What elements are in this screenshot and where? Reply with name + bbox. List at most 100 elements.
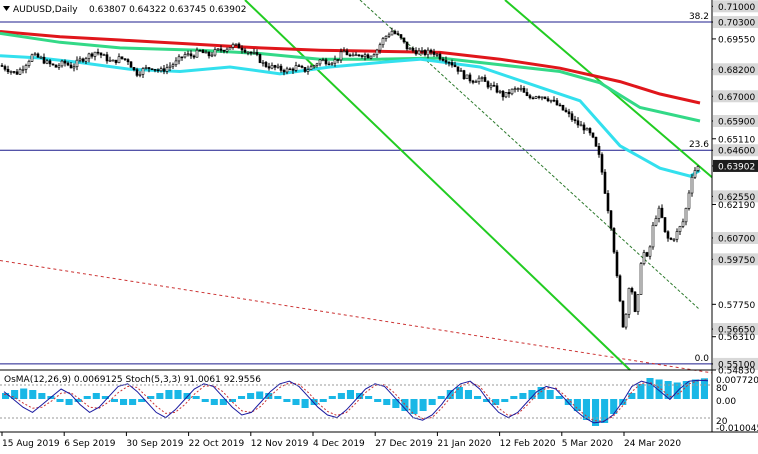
candle-body xyxy=(627,288,631,315)
price-tick-label: 0.56310 xyxy=(718,333,755,343)
candle xyxy=(615,249,619,278)
candle-body xyxy=(492,84,496,87)
stoch-main-line xyxy=(3,379,709,424)
candle xyxy=(387,32,391,39)
candle xyxy=(522,85,526,93)
candle xyxy=(579,120,583,127)
candle xyxy=(678,225,682,236)
osma-bar xyxy=(483,399,491,402)
candle-body xyxy=(135,69,139,76)
candle xyxy=(240,45,244,54)
candle-body xyxy=(258,54,262,63)
osma-bar xyxy=(410,399,418,414)
candle-body xyxy=(303,67,307,72)
osma-bar xyxy=(601,399,609,423)
candle-body xyxy=(426,49,430,56)
candle xyxy=(453,61,457,68)
candle-body xyxy=(549,99,553,102)
candle xyxy=(549,99,553,104)
candle-body xyxy=(537,96,541,98)
osma-bar xyxy=(219,399,227,405)
candle-body xyxy=(669,237,673,240)
candle xyxy=(144,64,148,70)
osma-bar xyxy=(165,390,173,399)
candle xyxy=(294,61,298,73)
candle xyxy=(423,49,427,57)
osma-bar xyxy=(474,396,482,399)
candle xyxy=(402,37,406,44)
time-tick-label: 4 Dec 2019 xyxy=(313,439,365,449)
candle xyxy=(582,122,586,134)
candle-body xyxy=(366,54,370,59)
candle xyxy=(24,63,28,74)
candle xyxy=(426,47,430,59)
candle-body xyxy=(684,208,688,223)
candle-body xyxy=(438,53,442,60)
candle-body xyxy=(279,65,283,71)
candle xyxy=(564,107,568,113)
candle xyxy=(60,59,64,68)
candle-body xyxy=(657,207,661,219)
candle-body xyxy=(156,69,160,72)
oscillator-panel[interactable]: OsMA(12,26,9) 0.0069125 Stoch(5,3,3) 91.… xyxy=(0,375,712,426)
candle-body xyxy=(681,221,685,227)
candle-body xyxy=(162,68,166,72)
price-level-tag xyxy=(713,231,758,244)
oscillator-scale-label: -0.010045 xyxy=(716,424,758,434)
candle-body xyxy=(468,74,472,82)
candle xyxy=(174,57,178,67)
candle-body xyxy=(594,136,598,147)
candle-body xyxy=(471,80,475,83)
candle-body xyxy=(618,275,622,302)
candle xyxy=(645,251,649,257)
current-price-tag xyxy=(713,159,758,172)
fib-label-0.0: 0.0 xyxy=(695,354,710,364)
candle-body xyxy=(609,210,613,229)
candle-body xyxy=(540,96,544,99)
candle xyxy=(534,95,538,99)
candle xyxy=(360,54,364,59)
candle xyxy=(102,53,106,56)
time-axis[interactable]: 15 Aug 2019 6 Sep 2019 30 Sep 2019 22 Oct 2… xyxy=(1,432,681,449)
osma-bar xyxy=(38,393,46,399)
candle-body xyxy=(18,69,22,75)
candle xyxy=(120,56,124,60)
candle-body xyxy=(393,30,397,34)
candle xyxy=(99,52,103,59)
candle-body xyxy=(408,48,412,50)
candle xyxy=(603,169,607,195)
candle xyxy=(417,47,421,55)
candle-body xyxy=(450,62,454,66)
candle-body xyxy=(564,109,568,113)
candle xyxy=(36,52,40,58)
candle-body xyxy=(240,47,244,51)
candle-body xyxy=(168,65,172,68)
price-scale[interactable]: 0.71000 0.70300 0.69550 0.68200 0.67000 0.659… xyxy=(712,0,758,377)
candle xyxy=(663,217,667,234)
osma-bar xyxy=(537,387,545,399)
candle-body xyxy=(501,90,505,98)
osma-bar xyxy=(201,399,209,402)
long-trend-line xyxy=(0,260,713,374)
candle-body xyxy=(99,52,103,56)
candle-body xyxy=(384,35,388,39)
candle xyxy=(447,61,451,67)
candle-body xyxy=(24,65,28,70)
chart-menu-arrow-icon[interactable] xyxy=(3,6,10,11)
candle-body xyxy=(360,55,364,57)
osma-bar xyxy=(646,378,654,399)
candle xyxy=(93,51,97,61)
candle-body xyxy=(144,67,148,69)
candle xyxy=(210,52,214,58)
candle xyxy=(147,67,151,73)
candle xyxy=(672,238,676,243)
candle xyxy=(459,67,463,72)
candle xyxy=(267,62,271,71)
candle-body xyxy=(213,49,217,56)
candle xyxy=(528,93,532,100)
candle xyxy=(69,62,73,69)
price-chart-panel[interactable]: 38.2 23.6 0.0 xyxy=(0,0,713,374)
candle xyxy=(375,48,379,58)
candle-body xyxy=(141,68,145,75)
candle xyxy=(477,75,481,85)
